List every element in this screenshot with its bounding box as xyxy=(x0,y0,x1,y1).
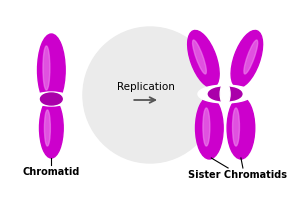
Ellipse shape xyxy=(232,108,239,146)
Ellipse shape xyxy=(244,40,258,74)
Ellipse shape xyxy=(208,87,242,101)
Ellipse shape xyxy=(44,110,50,146)
Text: Chromatid: Chromatid xyxy=(23,167,80,177)
Ellipse shape xyxy=(43,46,50,90)
Ellipse shape xyxy=(203,108,210,146)
Ellipse shape xyxy=(198,85,252,103)
Ellipse shape xyxy=(33,92,70,106)
Ellipse shape xyxy=(40,98,63,158)
Ellipse shape xyxy=(227,97,255,159)
Ellipse shape xyxy=(188,30,219,88)
Ellipse shape xyxy=(40,93,62,105)
Ellipse shape xyxy=(220,83,230,105)
Text: Sister Chromatids: Sister Chromatids xyxy=(188,170,287,180)
Ellipse shape xyxy=(38,34,65,106)
Ellipse shape xyxy=(196,97,223,159)
Ellipse shape xyxy=(193,40,206,74)
Ellipse shape xyxy=(231,30,262,88)
Text: Replication: Replication xyxy=(117,82,175,92)
Circle shape xyxy=(83,27,217,163)
